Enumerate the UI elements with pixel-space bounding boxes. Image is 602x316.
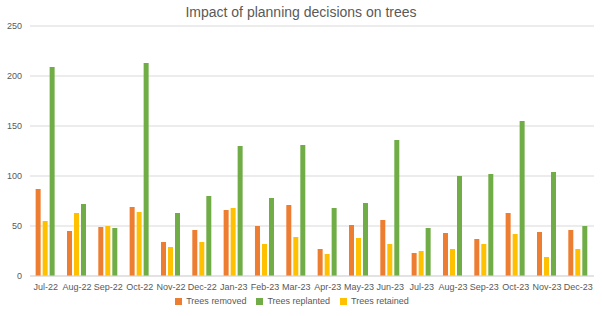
svg-text:Dec-23: Dec-23 xyxy=(564,282,593,292)
html-text:Trees replanted: Trees replanted xyxy=(267,296,331,306)
html-text:Trees removed: Trees removed xyxy=(186,296,247,306)
svg-text:250: 250 xyxy=(8,21,22,31)
html-text:Impact of planning decisions o: Impact of planning decisions on trees xyxy=(185,4,417,20)
svg-text:Mar-23: Mar-23 xyxy=(282,282,311,292)
svg-text:Oct-22: Oct-22 xyxy=(126,282,153,292)
svg-text:May-23: May-23 xyxy=(344,282,374,292)
svg-text:Aug-22: Aug-22 xyxy=(62,282,91,292)
svg-text:50: 50 xyxy=(12,221,22,231)
svg-text:150: 150 xyxy=(8,121,22,131)
svg-text:Jun-23: Jun-23 xyxy=(377,282,405,292)
svg-text:Sep-23: Sep-23 xyxy=(470,282,499,292)
svg-text:100: 100 xyxy=(8,171,22,181)
html-text:Trees retained: Trees retained xyxy=(351,296,409,306)
svg-text:Apr-23: Apr-23 xyxy=(314,282,341,292)
svg-text:Oct-23: Oct-23 xyxy=(502,282,529,292)
svg-text:Feb-23: Feb-23 xyxy=(251,282,280,292)
svg-text:Nov-23: Nov-23 xyxy=(532,282,561,292)
svg-text:Jan-23: Jan-23 xyxy=(220,282,248,292)
svg-text:200: 200 xyxy=(8,71,22,81)
svg-text:Jul-22: Jul-22 xyxy=(33,282,58,292)
svg-text:Nov-22: Nov-22 xyxy=(156,282,185,292)
svg-text:0: 0 xyxy=(17,271,22,281)
svg-text:Aug-23: Aug-23 xyxy=(438,282,467,292)
svg-text:Jul-23: Jul-23 xyxy=(409,282,434,292)
svg-text:Sep-22: Sep-22 xyxy=(94,282,123,292)
svg-text:Dec-22: Dec-22 xyxy=(188,282,217,292)
